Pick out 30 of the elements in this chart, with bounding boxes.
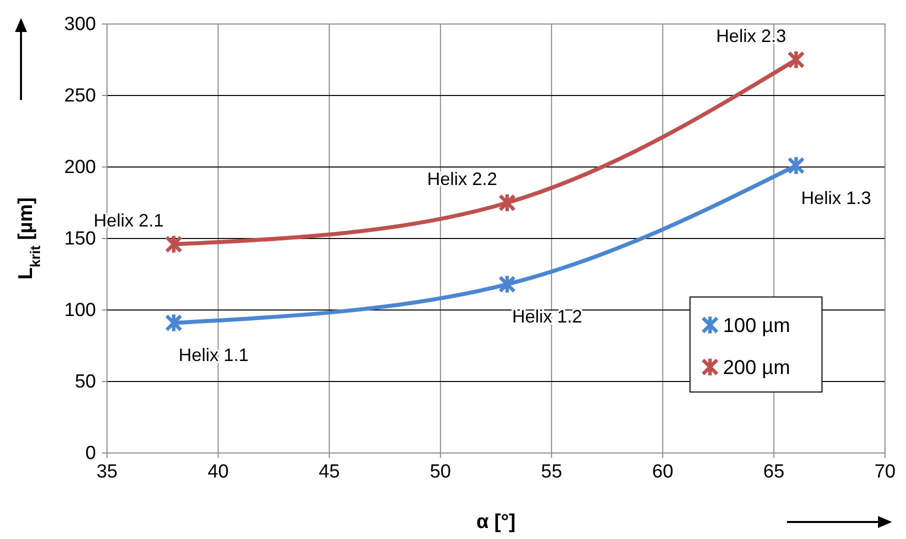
annotation: Helix 1.2 [512, 306, 582, 327]
legend-label: 200 µm [723, 357, 790, 379]
point [498, 274, 516, 294]
point [787, 50, 805, 70]
y-tick-label: 300 [64, 14, 96, 36]
legend-label: 100 µm [723, 315, 790, 337]
annotation: Helix 2.1 [94, 210, 164, 231]
point [498, 192, 516, 213]
annotation: Helix 1.3 [801, 188, 872, 208]
y-tick-label: 250 [64, 86, 96, 107]
x-tick-label: 60 [652, 461, 674, 482]
x-tick-label: 40 [208, 461, 229, 482]
point [164, 234, 182, 254]
y-tick-label: 200 [64, 157, 96, 178]
point [787, 155, 805, 176]
x-tick-label: 70 [874, 461, 896, 482]
x-tick-label: 65 [763, 461, 784, 482]
annotation: Helix 2.2 [427, 169, 498, 190]
annotation: Helix 1.1 [178, 345, 249, 366]
x-axis-title: α [°] [476, 511, 516, 533]
y-tick-label: 100 [64, 300, 96, 322]
x-tick-label: 35 [96, 461, 118, 482]
y-tick-label: 50 [74, 372, 96, 393]
x-tick-label: 55 [541, 461, 562, 482]
x-tick-label: 45 [318, 461, 340, 482]
point [164, 312, 182, 334]
y-tick-label: 150 [64, 228, 96, 250]
y-tick-label: 0 [85, 443, 96, 464]
x-tick-label: 50 [430, 461, 451, 482]
annotation: Helix 2.3 [716, 26, 786, 46]
